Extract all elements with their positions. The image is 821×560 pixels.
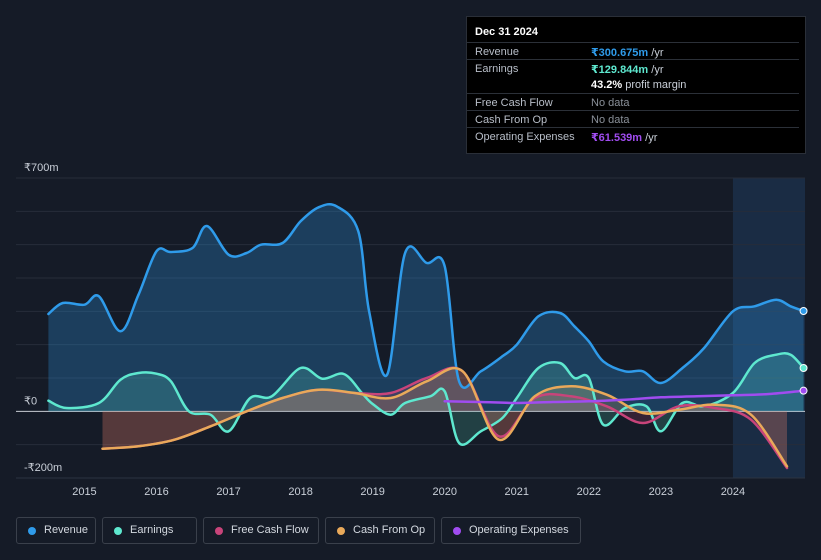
x-tick-label: 2019 bbox=[360, 486, 384, 498]
legend-dot bbox=[215, 527, 223, 535]
tooltip-row-free-cash-flow: Free Cash Flow No data bbox=[467, 93, 799, 111]
x-tick-label: 2024 bbox=[721, 486, 745, 498]
revenue-end-marker bbox=[799, 307, 808, 315]
tooltip-unit: /yr bbox=[648, 64, 664, 76]
revenue-area-positive bbox=[48, 204, 804, 412]
tooltip-row-revenue: Revenue ₹300.675m /yr bbox=[467, 42, 799, 60]
operating-expenses-end-marker bbox=[799, 386, 808, 395]
legend-label: Earnings bbox=[130, 524, 174, 536]
tooltip-row-margin: 43.2% profit margin bbox=[467, 76, 799, 93]
legend-item-free-cash-flow[interactable]: Free Cash Flow bbox=[203, 517, 319, 544]
legend-label: Operating Expenses bbox=[469, 524, 569, 536]
tooltip-value: 43.2% bbox=[591, 79, 623, 91]
tooltip-unit: profit margin bbox=[622, 79, 687, 91]
highlight-region bbox=[732, 178, 805, 478]
tooltip-value: No data bbox=[591, 114, 630, 126]
legend-dot bbox=[114, 527, 122, 535]
legend-dot bbox=[453, 527, 461, 535]
x-tick-label: 2015 bbox=[72, 486, 96, 498]
tooltip-label: Cash From Op bbox=[475, 114, 548, 126]
x-tick-label: 2020 bbox=[432, 486, 456, 498]
legend-dot bbox=[337, 527, 345, 535]
legend-item-earnings[interactable]: Earnings bbox=[102, 517, 197, 544]
earnings-end-marker bbox=[799, 364, 808, 372]
x-tick-label: 2016 bbox=[144, 486, 168, 498]
y-tick-label: ₹700m bbox=[24, 162, 59, 174]
y-tick-label: -₹200m bbox=[24, 462, 62, 474]
x-tick-label: 2021 bbox=[505, 486, 529, 498]
tooltip-date: Dec 31 2024 bbox=[475, 26, 538, 38]
tooltip-row-operating-expenses: Operating Expenses ₹61.539m /yr bbox=[467, 127, 799, 145]
tooltip-value: No data bbox=[591, 97, 630, 109]
cash-from-op-line bbox=[101, 366, 789, 468]
legend-item-operating-expenses[interactable]: Operating Expenses bbox=[441, 517, 581, 544]
legend-label: Free Cash Flow bbox=[231, 524, 309, 536]
tooltip-row-cash-from-op: Cash From Op No data bbox=[467, 110, 799, 128]
tooltip-label: Free Cash Flow bbox=[475, 97, 553, 109]
tooltip-unit: /yr bbox=[648, 47, 664, 59]
tooltip-label: Earnings bbox=[475, 63, 519, 75]
tooltip-value: ₹129.844m bbox=[591, 64, 649, 76]
tooltip-label: Revenue bbox=[475, 46, 520, 58]
legend-label: Cash From Op bbox=[353, 524, 426, 536]
tooltip-label: Operating Expenses bbox=[475, 131, 575, 143]
tooltip-unit: /yr bbox=[642, 132, 658, 144]
operating-expenses-line bbox=[443, 389, 805, 405]
legend-dot bbox=[28, 527, 36, 535]
earnings-line bbox=[47, 352, 805, 446]
cash-from-op-area-negative bbox=[102, 412, 787, 467]
x-tick-label: 2017 bbox=[216, 486, 240, 498]
revenue-line bbox=[47, 202, 805, 389]
y-tick-label: ₹0 bbox=[24, 395, 37, 407]
legend-item-cash-from-op[interactable]: Cash From Op bbox=[325, 517, 435, 544]
free-cash-flow-area-negative bbox=[102, 412, 787, 468]
x-tick-label: 2018 bbox=[288, 486, 312, 498]
tooltip-panel: Dec 31 2024 Revenue ₹300.675m /yr Earnin… bbox=[466, 16, 806, 154]
x-tick-label: 2022 bbox=[577, 486, 601, 498]
tooltip-value: ₹300.675m bbox=[591, 47, 649, 59]
x-tick-label: 2023 bbox=[649, 486, 673, 498]
legend-label: Revenue bbox=[44, 524, 89, 536]
legend-item-revenue[interactable]: Revenue bbox=[16, 517, 96, 544]
tooltip-value: ₹61.539m bbox=[591, 132, 643, 144]
tooltip-row-earnings: Earnings ₹129.844m /yr bbox=[467, 59, 799, 77]
